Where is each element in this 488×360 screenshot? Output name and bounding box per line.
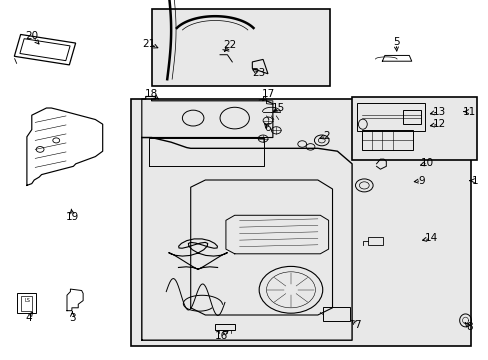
- Text: 3: 3: [69, 312, 76, 323]
- Text: 23: 23: [252, 68, 265, 78]
- Text: 19: 19: [65, 212, 79, 222]
- Bar: [17, 293, 36, 313]
- Text: 5: 5: [392, 37, 399, 48]
- Bar: [151, 9, 329, 86]
- Text: 7: 7: [353, 320, 360, 330]
- Text: 12: 12: [431, 119, 445, 129]
- Bar: [361, 130, 412, 150]
- Text: LS: LS: [24, 298, 30, 303]
- Text: 13: 13: [431, 107, 445, 117]
- Text: 11: 11: [462, 107, 475, 117]
- Text: 2: 2: [323, 131, 329, 141]
- Text: 21: 21: [142, 39, 156, 49]
- Text: 6: 6: [264, 123, 271, 133]
- Text: 4: 4: [25, 312, 32, 323]
- Bar: [356, 103, 425, 131]
- Text: 22: 22: [223, 40, 236, 50]
- Text: 20: 20: [25, 31, 38, 41]
- Text: 18: 18: [144, 89, 158, 99]
- Bar: [351, 97, 476, 160]
- Bar: [322, 307, 349, 321]
- Text: 9: 9: [417, 176, 424, 186]
- Bar: [215, 324, 234, 330]
- Text: 16: 16: [214, 330, 227, 341]
- Bar: [403, 110, 420, 124]
- Bar: [367, 237, 383, 245]
- Text: 15: 15: [271, 103, 285, 113]
- Text: 17: 17: [261, 89, 274, 99]
- Text: 1: 1: [471, 176, 478, 186]
- Bar: [131, 99, 470, 346]
- Text: 8: 8: [465, 322, 472, 332]
- Text: 10: 10: [421, 158, 433, 168]
- Text: 14: 14: [424, 233, 437, 243]
- Bar: [20, 296, 32, 311]
